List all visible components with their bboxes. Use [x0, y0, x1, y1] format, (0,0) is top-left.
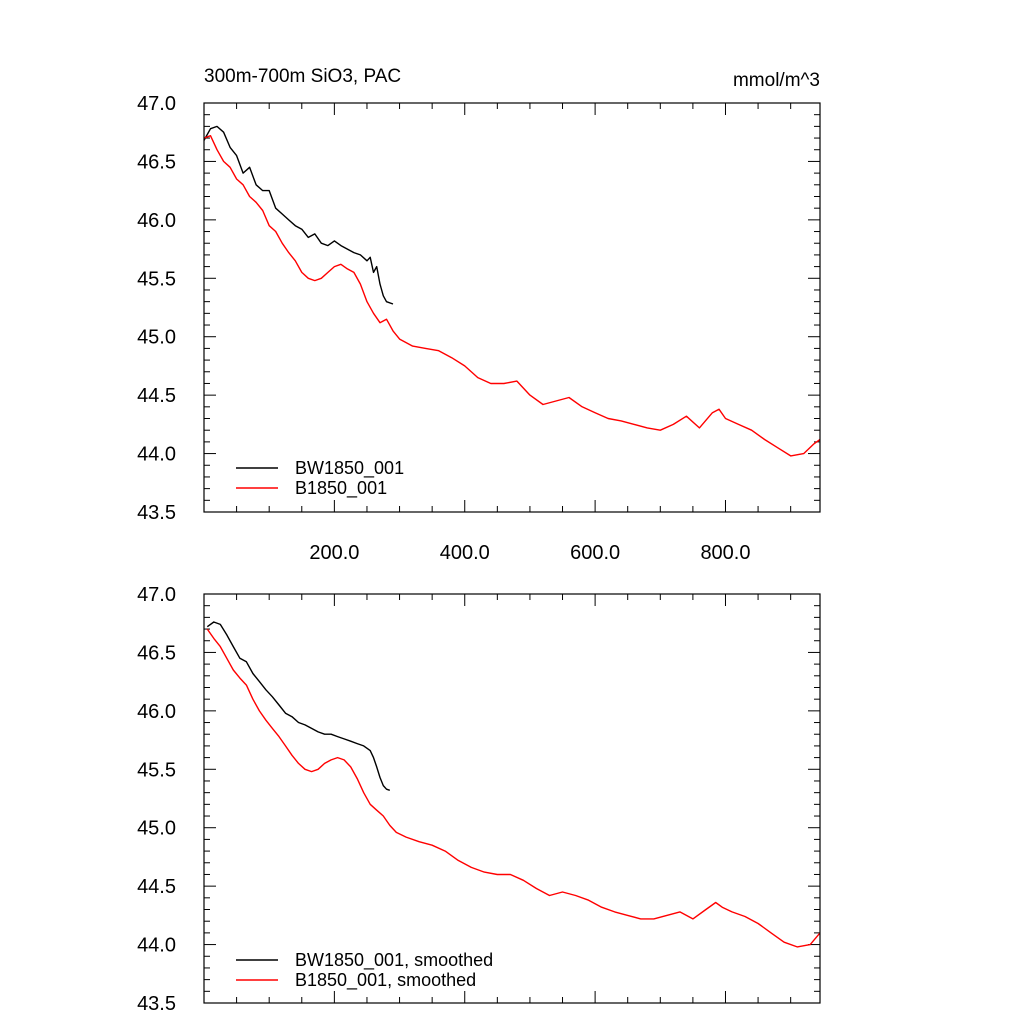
legend-label: B1850_001, smoothed: [295, 970, 476, 991]
series-line-bw1850: [203, 125, 394, 305]
y-tick-label: 44.5: [137, 385, 176, 407]
y-tick-label: 46.5: [137, 642, 176, 664]
legend-label: B1850_001: [295, 478, 387, 499]
bottom-panel-series: [206, 621, 821, 948]
legend-label: BW1850_001: [295, 458, 404, 479]
bottom-panel-frame: [203, 593, 821, 1004]
y-tick-label: 46.0: [137, 210, 176, 232]
units-label: mmol/m^3: [733, 70, 820, 91]
y-tick-label: 45.0: [137, 327, 176, 349]
series-line-b1850: [206, 628, 821, 948]
chart-title: 300m-700m SiO3, PAC: [204, 66, 401, 87]
top-panel-series: [203, 125, 821, 457]
y-tick-label: 44.0: [137, 935, 176, 957]
x-tick-label: 400.0: [440, 542, 490, 564]
y-tick-label: 45.5: [137, 759, 176, 781]
y-tick-label: 45.0: [137, 818, 176, 840]
bottom-panel-tick-labels: 43.5 44.0 44.5 45.0 45.5 46.0 46.5 47.0: [137, 584, 176, 1015]
series-line-b1850: [203, 134, 821, 457]
y-tick-label: 44.5: [137, 876, 176, 898]
top-panel: 43.5 44.0 44.5 45.0 45.5 46.0 46.5 47.0 200.0 400…: [137, 93, 821, 564]
top-panel-tick-labels: 43.5 44.0 44.5 45.0 45.5 46.0 46.5 47.0 200.0 400…: [137, 93, 750, 564]
y-tick-label: 43.5: [137, 993, 176, 1015]
series-line-bw1850: [206, 621, 391, 791]
y-tick-label: 47.0: [137, 93, 176, 115]
x-tick-label: 800.0: [700, 542, 750, 564]
y-tick-label: 43.5: [137, 502, 176, 524]
y-tick-label: 44.0: [137, 444, 176, 466]
legend-label: BW1850_001, smoothed: [295, 950, 493, 971]
x-tick-label: 200.0: [309, 542, 359, 564]
bottom-panel: 43.5 44.0 44.5 45.0 45.5 46.0 46.5 47.0 BW1850_…: [137, 584, 821, 1015]
y-tick-label: 47.0: [137, 584, 176, 606]
top-panel-ticks: [204, 102, 820, 513]
x-tick-label: 600.0: [570, 542, 620, 564]
y-tick-label: 46.5: [137, 151, 176, 173]
y-tick-label: 45.5: [137, 268, 176, 290]
top-panel-frame: [203, 102, 821, 513]
y-tick-label: 46.0: [137, 701, 176, 723]
